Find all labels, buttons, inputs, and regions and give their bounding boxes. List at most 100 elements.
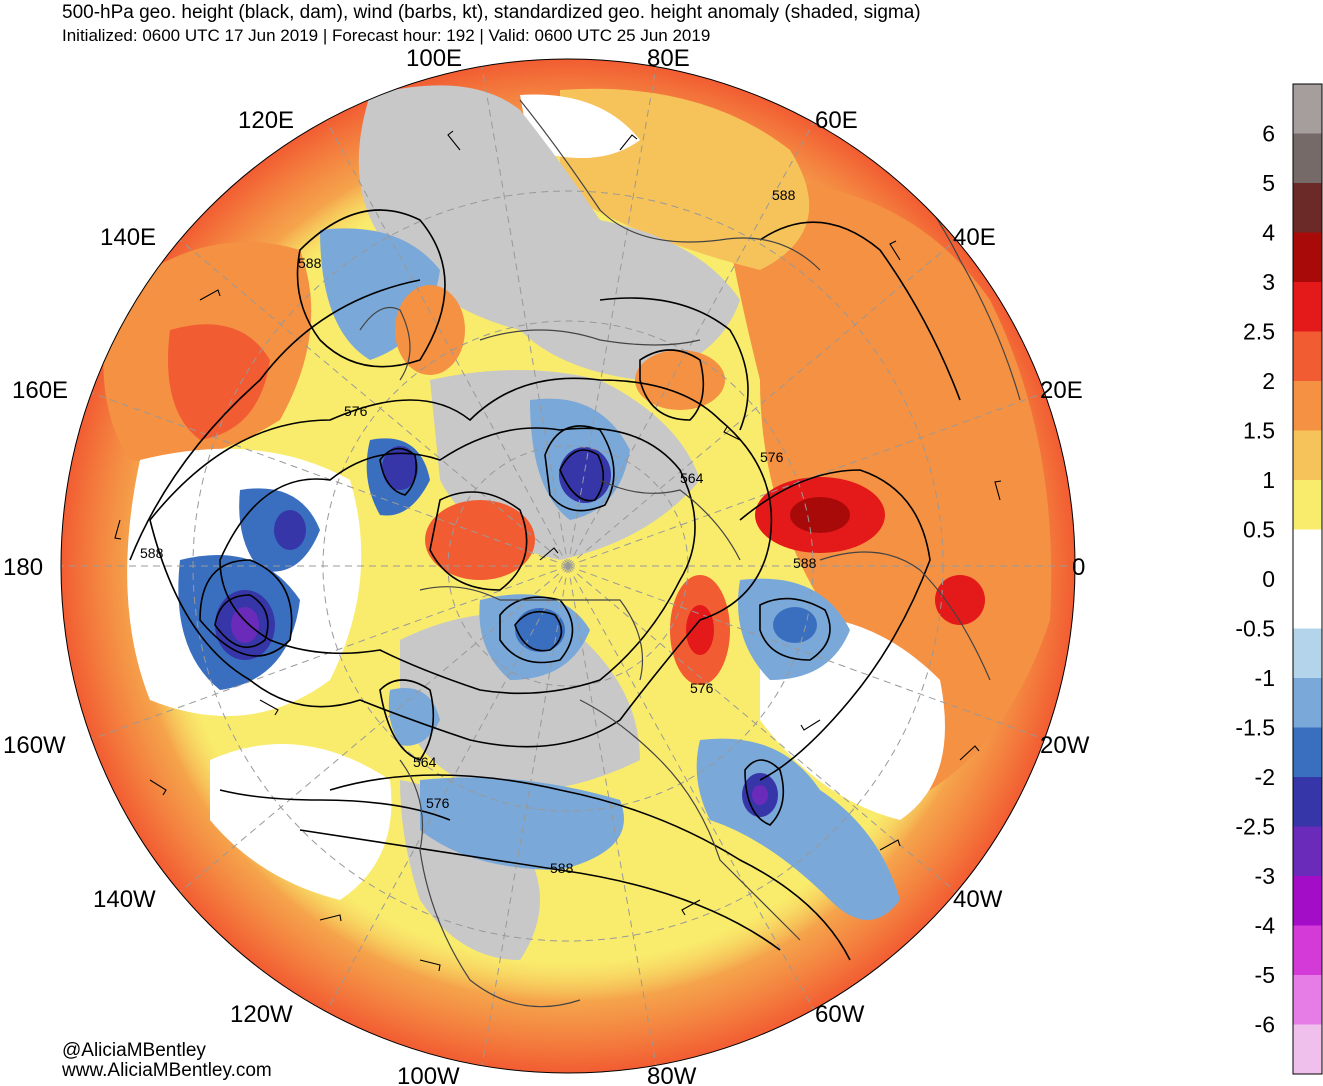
- colorbar-tick-label: -6: [1255, 1012, 1275, 1038]
- lon-label-80e: 80E: [647, 45, 690, 72]
- lon-label-120w: 120W: [230, 1001, 293, 1028]
- anomaly-blue-westcoast: [388, 688, 440, 746]
- colorbar-bin: [1293, 282, 1322, 332]
- lon-label-160w: 160W: [3, 732, 66, 759]
- credit-handle: @AliciaMBentley: [62, 1040, 206, 1061]
- lon-label-40e: 40E: [953, 224, 996, 251]
- colorbar-bin: [1293, 1024, 1322, 1074]
- lon-label-40w: 40W: [953, 886, 1003, 913]
- map-boundary: [60, 58, 1076, 1074]
- colorbar-tick-label: -4: [1255, 913, 1276, 939]
- lon-label-180: 180: [3, 554, 43, 581]
- anomaly-warm-east: [935, 575, 985, 625]
- lon-label-100w: 100W: [397, 1063, 460, 1086]
- lon-label-140w: 140W: [93, 886, 156, 913]
- colorbar-bin: [1293, 331, 1322, 381]
- anomaly-core-pacific-center: [231, 607, 259, 643]
- colorbar-bin: [1293, 925, 1322, 975]
- anomaly-warm-siberia: [395, 285, 465, 375]
- colorbar-tick-label: -3: [1255, 863, 1275, 889]
- anomaly-warm-arctic: [425, 500, 535, 580]
- colorbar-bin: [1293, 529, 1322, 579]
- colorbar-bin: [1293, 579, 1322, 629]
- lon-label-0: 0: [1072, 554, 1085, 581]
- colorbar-tick-label: 4: [1262, 220, 1275, 246]
- colorbar-tick-label: 1: [1262, 467, 1275, 493]
- colorbar-bin: [1293, 678, 1322, 728]
- lon-label-160e: 160E: [12, 377, 68, 404]
- contour-label: 576: [690, 680, 714, 696]
- lon-label-20e: 20E: [1040, 377, 1083, 404]
- contour-label: 588: [772, 187, 796, 203]
- lon-label-120e: 120E: [238, 107, 294, 134]
- contour-label: 576: [426, 795, 450, 811]
- contour-label: 564: [413, 754, 437, 770]
- anomaly-core-canada: [515, 608, 565, 652]
- anomaly-core-arctic-center: [559, 447, 611, 503]
- anomaly-neutral-north: [520, 94, 640, 158]
- anomaly-neutral-south: [210, 744, 392, 900]
- height-contours: [129, 209, 961, 961]
- map-title: 500-hPa geo. height (black, dam), wind (…: [62, 2, 921, 23]
- wind-barbs: [114, 130, 1002, 972]
- anomaly-core-arctic-west: [382, 446, 418, 490]
- anomaly-warm-europe-core: [790, 497, 850, 533]
- anomaly-blue-usa: [420, 777, 624, 870]
- anomaly-redorange-west: [168, 324, 270, 440]
- anomaly-core-atlantic: [773, 607, 817, 643]
- contour-label: 576: [344, 403, 368, 419]
- lon-label-140e: 140E: [100, 224, 156, 251]
- contour-label: 576: [760, 449, 784, 465]
- colorbar-bin: [1293, 975, 1322, 1025]
- colorbar-tick-label: 2: [1262, 368, 1275, 394]
- lon-label-80w: 80W: [647, 1063, 697, 1086]
- colorbar-tick-label: -2: [1255, 764, 1275, 790]
- colorbar-tick-label: -5: [1255, 962, 1275, 988]
- colorbar: 6 5 4 3 2.5 2 1.5 1 0.5 0 -0.5 -1 -1.5 -2 -2.5 -3 -4 -5 -6: [1235, 83, 1323, 1075]
- colorbar-bin: [1293, 727, 1322, 777]
- contour-label: 588: [550, 860, 574, 876]
- colorbar-tick-label: -1: [1255, 665, 1275, 691]
- contour-label: 564: [680, 470, 704, 486]
- lon-label-60w: 60W: [815, 1001, 865, 1028]
- colorbar-bin: [1293, 480, 1322, 530]
- colorbar-tick-label: 3: [1262, 269, 1275, 295]
- colorbar-tick-label: 1.5: [1243, 418, 1275, 444]
- colorbar-tick-label: -1.5: [1235, 715, 1275, 741]
- colorbar-tick-label: -0.5: [1235, 616, 1275, 642]
- colorbar-tick-label: -2.5: [1235, 814, 1275, 840]
- colorbar-bin: [1293, 777, 1322, 827]
- lon-label-100e: 100E: [406, 45, 462, 72]
- anomaly-core-natlantic-center: [752, 785, 768, 805]
- colorbar-outline: [1292, 83, 1323, 1075]
- colorbar-bin: [1293, 430, 1322, 480]
- colorbar-tick-label: 2.5: [1243, 319, 1275, 345]
- colorbar-bin: [1293, 628, 1322, 678]
- colorbar-tick-label: 6: [1262, 121, 1275, 147]
- colorbar-tick-label: 0.5: [1243, 517, 1275, 543]
- land-gray-america: [400, 613, 640, 792]
- land-gray-asia: [358, 85, 740, 380]
- anomaly-orange-east: [720, 179, 1052, 791]
- lon-label-60e: 60E: [815, 107, 858, 134]
- colorbar-tick-label: 5: [1262, 170, 1275, 196]
- colorbar-tick-label: 0: [1262, 566, 1275, 592]
- map-subtitle: Initialized: 0600 UTC 17 Jun 2019 | Fore…: [62, 26, 711, 45]
- colorbar-bin: [1293, 232, 1322, 282]
- credit-site: www.AliciaMBentley.com: [62, 1060, 272, 1081]
- map-disk: 588 588 576 564 576 588 588 576 564 576 …: [61, 59, 1075, 1073]
- colorbar-bin: [1293, 876, 1322, 926]
- contour-label: 588: [793, 555, 817, 571]
- colorbar-bin: [1293, 381, 1322, 431]
- anomaly-core-bering: [274, 510, 306, 550]
- lon-label-20w: 20W: [1040, 732, 1090, 759]
- contour-label: 588: [298, 255, 322, 271]
- colorbar-bin: [1293, 84, 1322, 134]
- longitude-labels: 100E 80E 120E 60E 140E 40E 160E 20E 180 …: [3, 45, 1090, 1086]
- colorbar-bin: [1293, 826, 1322, 876]
- contour-label: 588: [140, 545, 164, 561]
- colorbar-bin: [1293, 183, 1322, 233]
- anomaly-warm-greenland-core: [686, 605, 714, 655]
